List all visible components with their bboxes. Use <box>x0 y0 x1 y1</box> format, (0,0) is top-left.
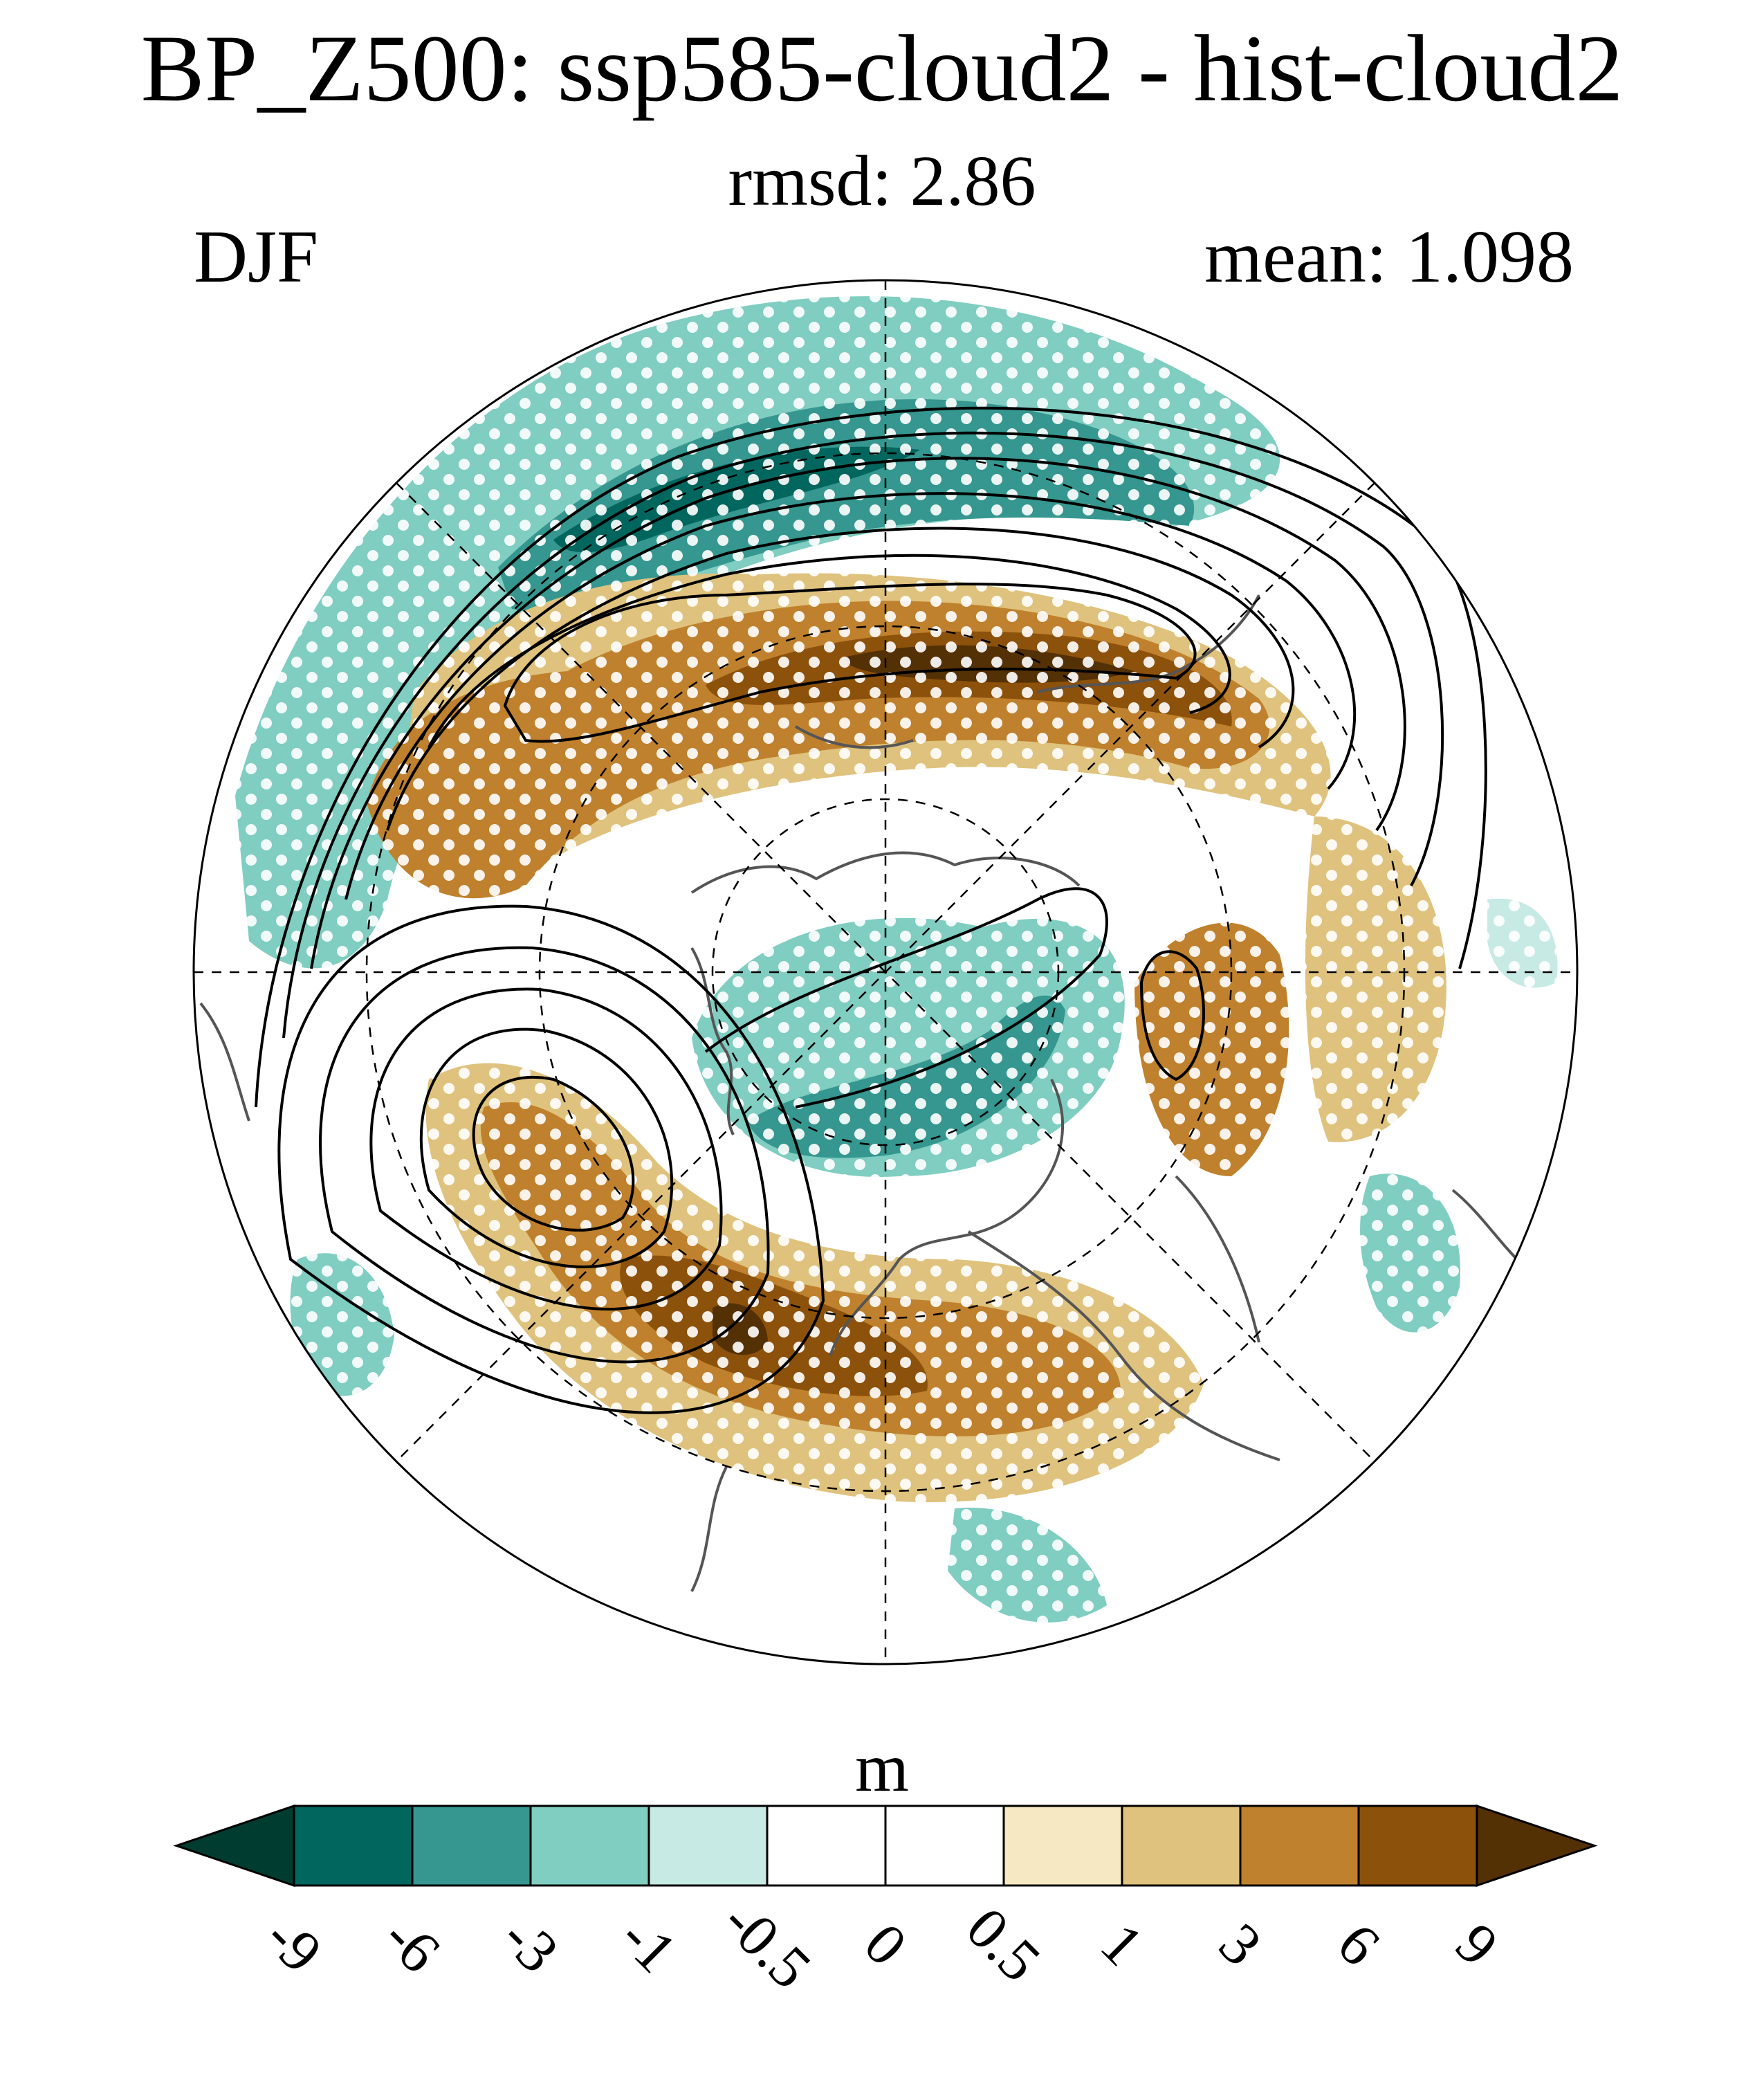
map-title: BP_Z500: ssp585-cloud2 - hist-cloud2 <box>140 15 1624 121</box>
colorbar-box <box>884 1805 1005 1887</box>
colorbar-box <box>529 1805 650 1887</box>
colorbar-box <box>1002 1805 1123 1887</box>
rmsd-label: rmsd: 2.86 <box>728 141 1036 221</box>
colorbar-extend-high <box>1476 1804 1598 1888</box>
colorbar-box <box>411 1805 532 1887</box>
colorbar-box <box>1357 1805 1478 1887</box>
map-field <box>194 280 1577 1664</box>
climatology-contours <box>255 406 1487 1414</box>
graticule <box>194 280 1577 1664</box>
units-label: m <box>855 1729 909 1806</box>
mean-label: mean: 1.098 <box>1204 216 1574 298</box>
colorbar-box <box>1239 1805 1360 1887</box>
coastlines <box>199 594 1544 1592</box>
colorbar-box <box>766 1805 887 1887</box>
colorbar-box <box>1121 1805 1242 1887</box>
colorbar-extend-low <box>173 1804 295 1888</box>
polar-stereographic-map <box>192 279 1579 1665</box>
season-label: DJF <box>194 216 319 298</box>
colorbar-box <box>293 1805 414 1887</box>
map-boundary <box>192 279 1579 1665</box>
colorbar-box <box>647 1805 769 1887</box>
